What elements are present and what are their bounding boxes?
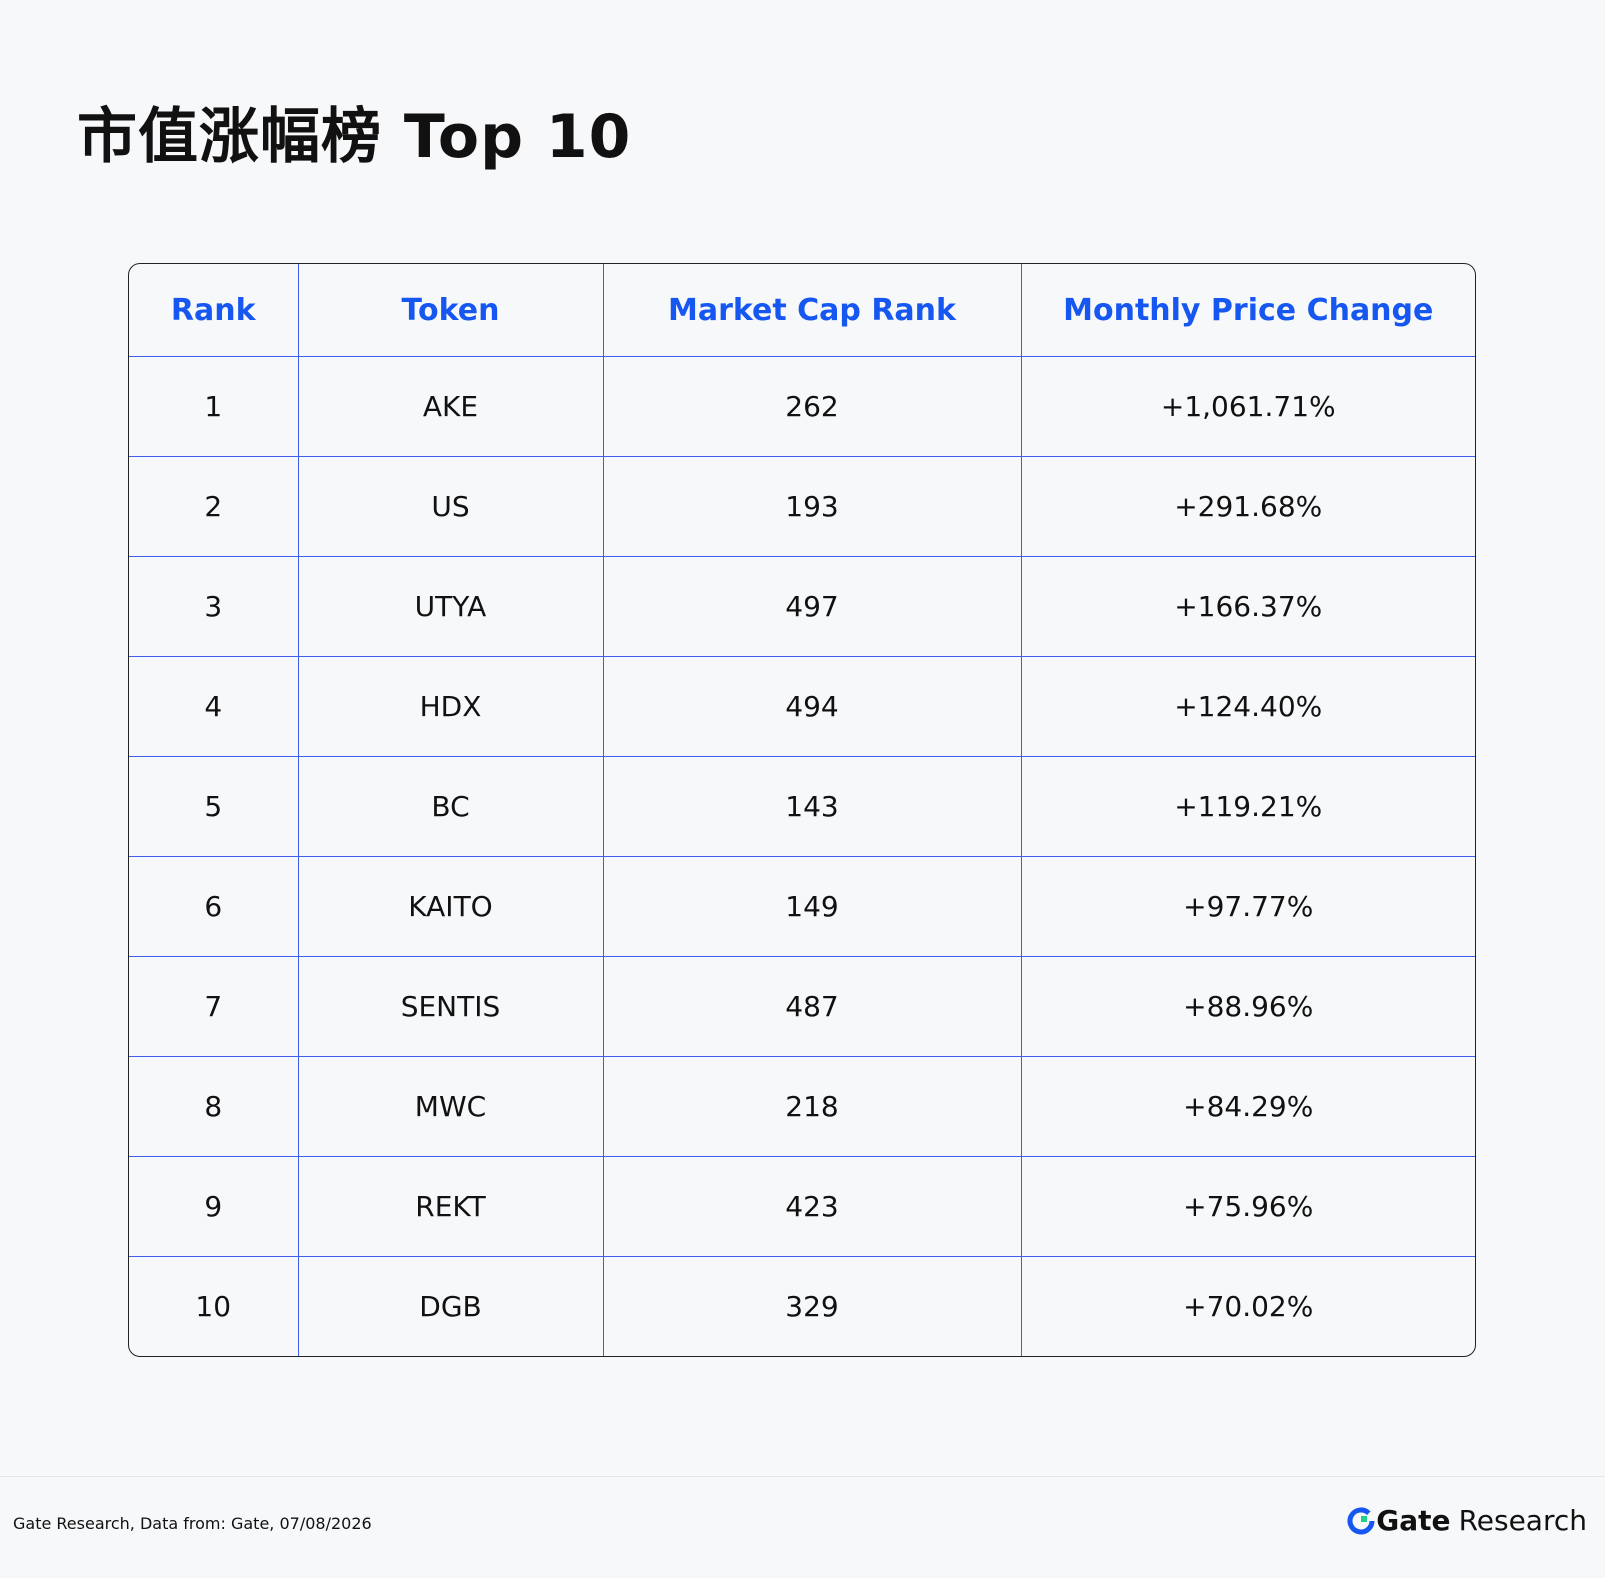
- price-change-cell: +97.77%: [1020, 856, 1475, 957]
- table-row: 3 UTYA 497 +166.37%: [129, 556, 1475, 657]
- rank-cell: 4: [129, 656, 299, 757]
- token-cell: SENTIS: [297, 956, 604, 1057]
- token-cell: HDX: [297, 656, 604, 757]
- table-row: 2 US 193 +291.68%: [129, 456, 1475, 557]
- brand-logo: [1347, 1506, 1375, 1534]
- market-cap-rank-cell: 497: [602, 556, 1022, 657]
- rank-cell: 1: [129, 356, 299, 457]
- table-body: 1 AKE 262 +1,061.71% 2 US 193 +291.68% 3 UTYA 497 +…: [129, 356, 1475, 1356]
- price-change-cell: +70.02%: [1020, 1256, 1475, 1356]
- footer-divider: [0, 1476, 1605, 1477]
- market-cap-rank-cell: 423: [602, 1156, 1022, 1257]
- table-row: 4 HDX 494 +124.40%: [129, 656, 1475, 757]
- market-cap-rank-cell: 149: [602, 856, 1022, 957]
- market-cap-rank-cell: 193: [602, 456, 1022, 557]
- token-cell: AKE: [297, 356, 604, 457]
- rank-cell: 3: [129, 556, 299, 657]
- table-row: 1 AKE 262 +1,061.71%: [129, 356, 1475, 457]
- token-cell: MWC: [297, 1056, 604, 1157]
- token-cell: KAITO: [297, 856, 604, 957]
- source-note: Gate Research, Data from: Gate, 07/08/20…: [13, 1514, 372, 1533]
- column-header: Market Cap Rank: [602, 264, 1022, 357]
- table-row: 8 MWC 218 +84.29%: [129, 1056, 1475, 1157]
- price-change-cell: +291.68%: [1020, 456, 1475, 557]
- ranking-table: Rank Token Market Cap Rank Monthly Price Ch…: [129, 264, 1475, 1356]
- market-cap-rank-cell: 143: [602, 756, 1022, 857]
- rank-cell: 8: [129, 1056, 299, 1157]
- market-cap-rank-cell: 218: [602, 1056, 1022, 1157]
- rank-cell: 10: [129, 1256, 299, 1356]
- rank-cell: 2: [129, 456, 299, 557]
- token-cell: BC: [297, 756, 604, 857]
- token-cell: REKT: [297, 1156, 604, 1257]
- title: 市值涨幅榜 Top 10: [77, 102, 632, 172]
- token-cell: US: [297, 456, 604, 557]
- rank-cell: 5: [129, 756, 299, 857]
- brand-suffix: Research: [1458, 1504, 1587, 1537]
- market-cap-rank-cell: 494: [602, 656, 1022, 757]
- rank-cell: 7: [129, 956, 299, 1057]
- column-header: Token: [297, 264, 604, 357]
- price-change-cell: +119.21%: [1020, 756, 1475, 857]
- token-cell: DGB: [297, 1256, 604, 1356]
- token-cell: UTYA: [297, 556, 604, 657]
- rank-cell: 6: [129, 856, 299, 957]
- market-cap-rank-cell: 262: [602, 356, 1022, 457]
- price-change-cell: +84.29%: [1020, 1056, 1475, 1157]
- brand-name: Gate: [1376, 1504, 1451, 1537]
- table-row: 6 KAITO 149 +97.77%: [129, 856, 1475, 957]
- price-change-cell: +166.37%: [1020, 556, 1475, 657]
- market-cap-rank-cell: 487: [602, 956, 1022, 1057]
- table-row: 9 REKT 423 +75.96%: [129, 1156, 1475, 1257]
- price-change-cell: +124.40%: [1020, 656, 1475, 757]
- table-frame: Rank Token Market Cap Rank Monthly Price Ch…: [128, 263, 1476, 1357]
- market-cap-rank-cell: 329: [602, 1256, 1022, 1356]
- column-header: Rank: [129, 264, 299, 357]
- rank-cell: 9: [129, 1156, 299, 1257]
- header-row: Rank Token Market Cap Rank Monthly Price Ch…: [129, 264, 1475, 357]
- price-change-cell: +88.96%: [1020, 956, 1475, 1057]
- price-change-cell: +75.96%: [1020, 1156, 1475, 1257]
- table-row: 10 DGB 329 +70.02%: [129, 1256, 1475, 1356]
- price-change-cell: +1,061.71%: [1020, 356, 1475, 457]
- table-row: 5 BC 143 +119.21%: [129, 756, 1475, 857]
- table-row: 7 SENTIS 487 +88.96%: [129, 956, 1475, 1057]
- column-header: Monthly Price Change: [1020, 264, 1475, 357]
- brand: Gate Research: [1346, 1504, 1587, 1537]
